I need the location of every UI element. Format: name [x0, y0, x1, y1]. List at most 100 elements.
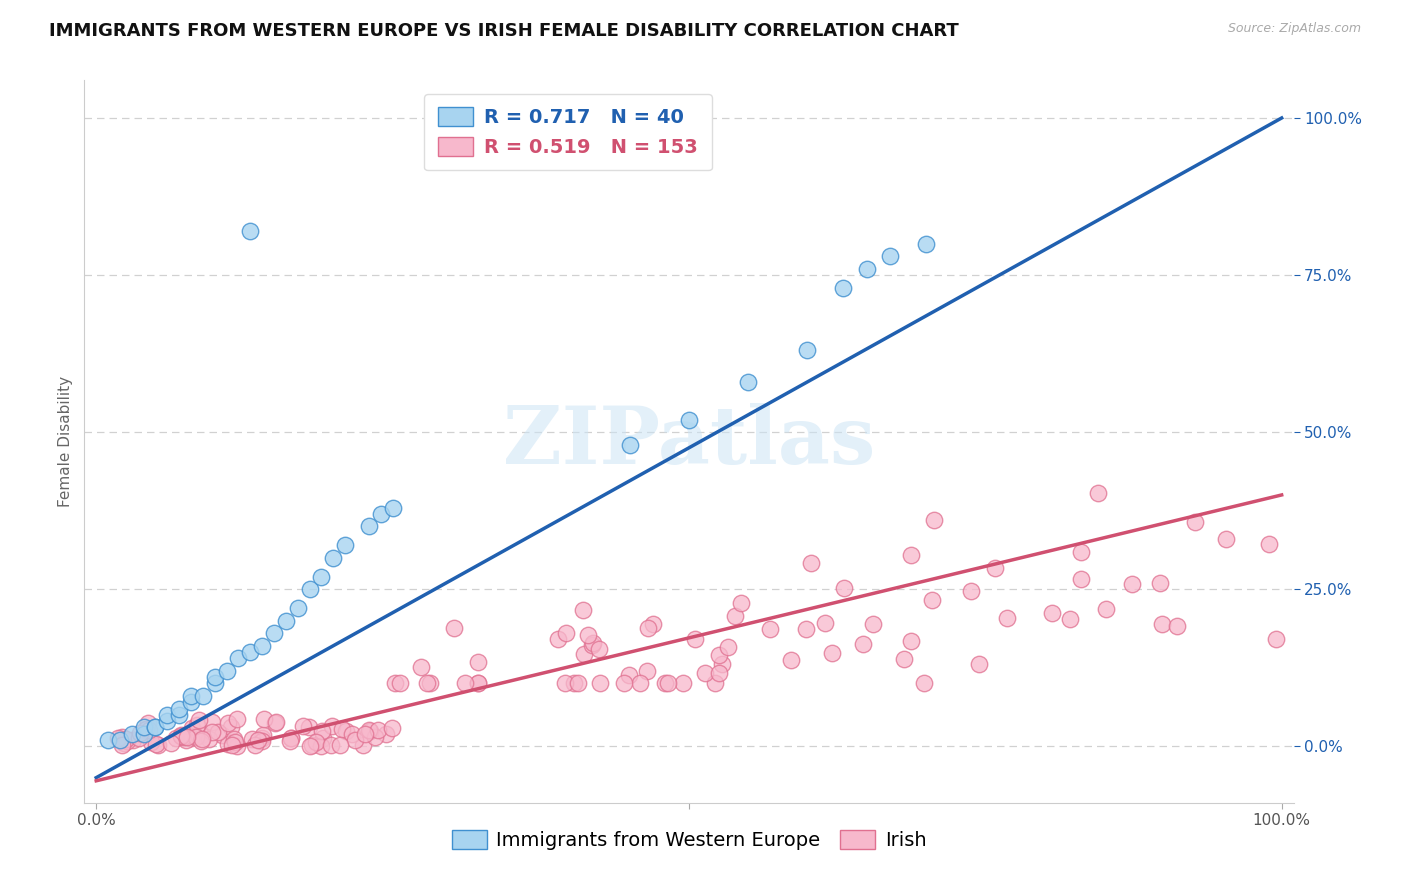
- Point: [800, 556, 823, 570]
- Point: [115, 733, 138, 747]
- Point: [221, 738, 243, 752]
- Point: [572, 647, 595, 661]
- Point: [298, 739, 321, 753]
- Point: [704, 676, 727, 690]
- Point: [354, 727, 377, 741]
- Point: [779, 653, 801, 667]
- Point: [340, 727, 363, 741]
- Point: [588, 642, 610, 657]
- Point: [311, 731, 333, 745]
- Point: [219, 720, 242, 734]
- Point: [301, 739, 323, 753]
- Point: [330, 723, 353, 737]
- Point: [709, 666, 731, 681]
- Point: [217, 737, 239, 751]
- Point: [211, 728, 233, 742]
- Point: [160, 736, 183, 750]
- Point: [357, 723, 380, 738]
- Point: [243, 738, 266, 752]
- Point: [132, 720, 155, 734]
- Point: [796, 343, 818, 358]
- Point: [174, 733, 197, 747]
- Point: [197, 732, 219, 747]
- Point: [201, 725, 224, 739]
- Point: [204, 676, 226, 690]
- Point: [619, 438, 641, 452]
- Point: [184, 730, 207, 744]
- Point: [280, 731, 302, 745]
- Point: [589, 676, 612, 690]
- Point: [169, 727, 191, 741]
- Point: [467, 655, 489, 669]
- Point: [567, 676, 589, 690]
- Point: [1070, 545, 1092, 559]
- Point: [240, 731, 263, 746]
- Point: [134, 723, 156, 737]
- Point: [225, 739, 247, 753]
- Point: [226, 713, 249, 727]
- Point: [180, 731, 202, 745]
- Point: [190, 734, 212, 748]
- Point: [671, 676, 693, 690]
- Point: [321, 718, 343, 732]
- Point: [641, 617, 664, 632]
- Point: [156, 714, 179, 728]
- Point: [862, 616, 884, 631]
- Point: [215, 664, 238, 678]
- Point: [311, 569, 333, 583]
- Point: [132, 727, 155, 741]
- Point: [912, 676, 935, 690]
- Point: [1257, 537, 1279, 551]
- Point: [678, 412, 700, 426]
- Point: [707, 648, 730, 663]
- Point: [250, 731, 273, 745]
- Point: [252, 712, 274, 726]
- Point: [717, 640, 740, 654]
- Point: [832, 280, 855, 294]
- Point: [138, 723, 160, 738]
- Point: [246, 732, 269, 747]
- Point: [264, 715, 287, 730]
- Point: [1264, 632, 1286, 646]
- Legend: Immigrants from Western Europe, Irish: Immigrants from Western Europe, Irish: [444, 822, 934, 858]
- Point: [291, 719, 314, 733]
- Point: [112, 736, 135, 750]
- Point: [967, 657, 990, 672]
- Point: [135, 723, 157, 737]
- Point: [724, 608, 747, 623]
- Point: [711, 657, 734, 671]
- Point: [1149, 575, 1171, 590]
- Text: ZIPatlas: ZIPatlas: [503, 402, 875, 481]
- Point: [309, 739, 332, 753]
- Point: [562, 676, 585, 690]
- Point: [683, 632, 706, 647]
- Point: [146, 738, 169, 752]
- Point: [108, 733, 131, 747]
- Point: [111, 730, 134, 744]
- Point: [191, 689, 214, 703]
- Point: [191, 732, 214, 747]
- Point: [145, 737, 167, 751]
- Point: [636, 664, 658, 678]
- Point: [467, 676, 489, 690]
- Point: [852, 637, 875, 651]
- Point: [416, 676, 439, 690]
- Point: [995, 611, 1018, 625]
- Point: [333, 538, 356, 552]
- Point: [1152, 616, 1174, 631]
- Point: [190, 728, 212, 742]
- Point: [915, 236, 938, 251]
- Point: [177, 728, 200, 742]
- Point: [304, 735, 326, 749]
- Point: [1070, 572, 1092, 586]
- Point: [224, 735, 246, 749]
- Point: [172, 731, 194, 745]
- Point: [97, 733, 120, 747]
- Point: [467, 676, 489, 690]
- Point: [409, 660, 432, 674]
- Point: [274, 614, 297, 628]
- Point: [922, 513, 945, 527]
- Y-axis label: Female Disability: Female Disability: [58, 376, 73, 508]
- Point: [893, 651, 915, 665]
- Point: [204, 670, 226, 684]
